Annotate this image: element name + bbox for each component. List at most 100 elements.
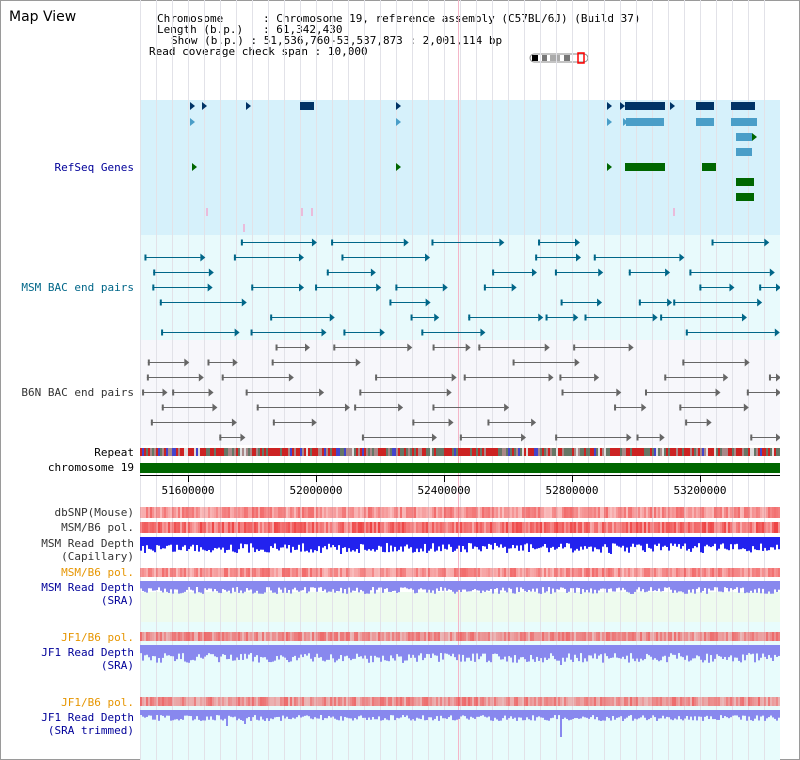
read-depth-bar xyxy=(322,587,324,592)
read-depth-bar xyxy=(288,715,290,719)
read-depth-bar xyxy=(446,715,448,719)
chromosome-label: Chromosome xyxy=(157,12,224,25)
read-depth-bar xyxy=(356,543,358,550)
polymorphism-cell xyxy=(632,507,634,518)
read-depth-bar xyxy=(568,715,570,721)
polymorphism-cell xyxy=(520,568,522,577)
polymorphism-cell xyxy=(142,507,144,518)
b6n-bac-pair xyxy=(446,388,452,397)
repeat-element xyxy=(322,448,324,456)
repeat-element xyxy=(448,448,450,456)
read-depth-bar xyxy=(594,653,596,654)
read-depth-bar xyxy=(596,543,598,550)
read-depth-bar xyxy=(708,715,710,720)
read-depth-bar xyxy=(150,543,152,550)
read-depth-bar xyxy=(200,587,202,593)
track-canvas[interactable] xyxy=(140,0,780,760)
polymorphism-cell xyxy=(572,507,574,518)
read-depth-bar xyxy=(386,653,388,661)
read-depth-bar xyxy=(164,587,166,589)
polymorphism-cell xyxy=(486,522,488,533)
read-depth-bar xyxy=(332,715,334,717)
polymorphism-cell xyxy=(646,507,648,518)
read-depth-bar xyxy=(364,653,366,656)
read-depth-bar xyxy=(546,543,548,548)
polymorphism-cell xyxy=(244,507,246,518)
polymorphism-cell xyxy=(484,507,486,518)
read-depth-bar xyxy=(162,543,164,549)
polymorphism-cell xyxy=(678,697,680,706)
polymorphism-cell xyxy=(610,632,612,641)
polymorphism-cell xyxy=(564,632,566,641)
chromosome-ideogram[interactable] xyxy=(528,52,592,64)
polymorphism-cell xyxy=(522,507,524,518)
polymorphism-cell xyxy=(214,507,216,518)
polymorphism-cell xyxy=(450,697,452,706)
polymorphism-cell xyxy=(304,568,306,577)
msm-bac-pair xyxy=(315,284,318,291)
repeat-element xyxy=(306,448,308,456)
polymorphism-cell xyxy=(314,632,316,641)
repeat-element xyxy=(454,448,456,456)
repeat-element xyxy=(630,448,632,456)
read-depth-bar xyxy=(228,587,230,591)
polymorphism-cell xyxy=(194,522,196,533)
polymorphism-cell xyxy=(686,697,688,706)
read-depth-bar xyxy=(480,543,482,552)
polymorphism-cell xyxy=(776,632,778,641)
read-depth-bar xyxy=(740,715,742,720)
read-depth-bar xyxy=(226,587,228,592)
read-depth-bar xyxy=(774,653,776,655)
repeat-element xyxy=(354,448,356,456)
read-depth-bar xyxy=(694,543,696,547)
repeat-element xyxy=(162,448,164,456)
polymorphism-cell xyxy=(214,697,216,706)
polymorphism-cell xyxy=(372,507,374,518)
b6n-bac-pair xyxy=(746,389,749,396)
read-depth-bar xyxy=(702,587,704,592)
polymorphism-cell xyxy=(156,522,158,533)
polymorphism-cell xyxy=(466,507,468,518)
read-depth-bar xyxy=(274,543,276,544)
read-depth-bar xyxy=(588,543,590,547)
read-depth-bar xyxy=(300,653,302,655)
polymorphism-cell xyxy=(358,568,360,577)
polymorphism-cell xyxy=(220,568,222,577)
polymorphism-cell xyxy=(602,697,604,706)
read-depth-bar xyxy=(240,587,242,591)
polymorphism-cell xyxy=(552,568,554,577)
read-depth-bar xyxy=(642,543,644,551)
read-depth-bar xyxy=(572,587,574,589)
read-depth-bar xyxy=(706,715,708,716)
polymorphism-cell xyxy=(438,507,440,518)
axis-tick-label: 52000000 xyxy=(289,484,343,497)
polymorphism-cell xyxy=(558,632,560,641)
repeat-element xyxy=(184,448,186,456)
read-depth-bar xyxy=(348,543,350,549)
read-depth-bar xyxy=(702,653,704,663)
polymorphism-cell xyxy=(598,568,600,577)
polymorphism-cell xyxy=(302,632,304,641)
polymorphism-cell xyxy=(434,568,436,577)
polymorphism-cell xyxy=(360,568,362,577)
read-depth-bar xyxy=(400,543,402,547)
read-depth-bar xyxy=(620,543,622,548)
polymorphism-cell xyxy=(380,522,382,533)
repeat-element xyxy=(210,448,212,456)
polymorphism-cell xyxy=(476,632,478,641)
polymorphism-cell xyxy=(500,632,502,641)
polymorphism-cell xyxy=(184,568,186,577)
polymorphism-cell xyxy=(284,632,286,641)
polymorphism-cell xyxy=(480,568,482,577)
repeat-element xyxy=(416,448,418,456)
polymorphism-cell xyxy=(374,522,376,533)
msm-bac-pair xyxy=(241,298,247,307)
polymorphism-cell xyxy=(204,522,206,533)
gene-arrow xyxy=(396,118,401,126)
read-depth-bar xyxy=(712,587,714,591)
gene-arrow xyxy=(396,163,401,171)
page-title: Map View xyxy=(9,9,77,25)
polymorphism-cell xyxy=(290,697,292,706)
repeat-element xyxy=(344,448,346,456)
polymorphism-cell xyxy=(772,697,774,706)
